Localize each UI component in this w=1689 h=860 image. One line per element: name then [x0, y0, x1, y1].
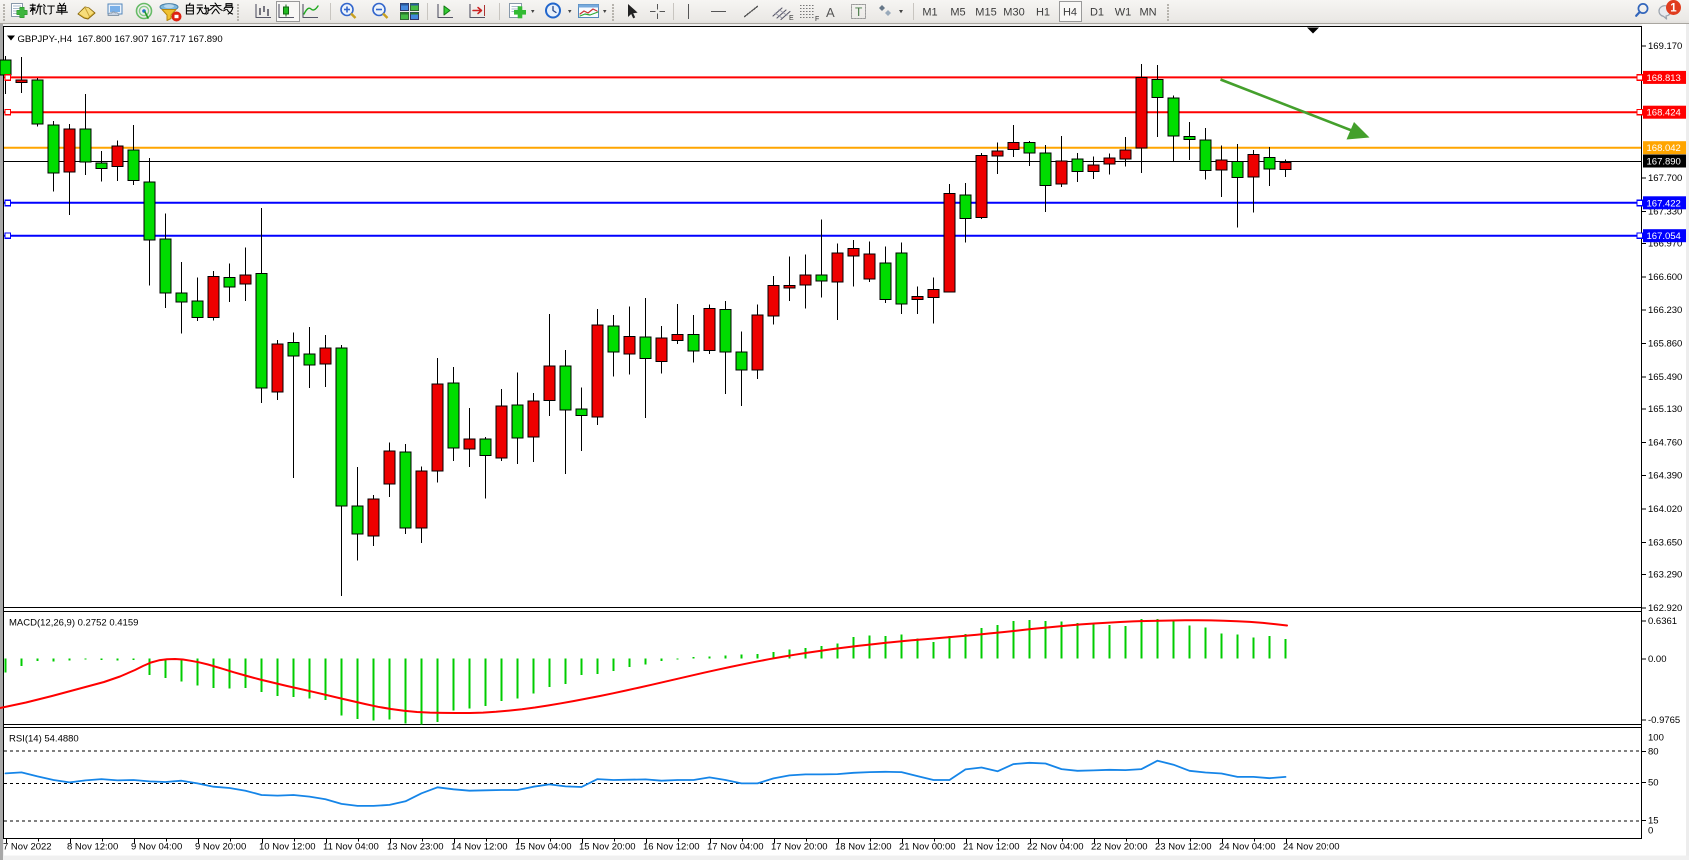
svg-text:8 Nov 12:00: 8 Nov 12:00 [67, 842, 118, 853]
svg-text:22 Nov 04:00: 22 Nov 04:00 [1027, 842, 1084, 853]
svg-text:21 Nov 00:00: 21 Nov 00:00 [899, 842, 956, 853]
svg-text:167.890: 167.890 [1647, 157, 1681, 168]
svg-text:M15: M15 [975, 7, 996, 19]
svg-text:15: 15 [1648, 816, 1659, 827]
svg-text:24 Nov 20:00: 24 Nov 20:00 [1283, 842, 1340, 853]
svg-text:E: E [789, 15, 794, 22]
svg-text:9 Nov 20:00: 9 Nov 20:00 [195, 842, 246, 853]
svg-text:15 Nov 04:00: 15 Nov 04:00 [515, 842, 572, 853]
svg-text:GBPJPY-,H4 167.800 167.907 16: GBPJPY-,H4 167.800 167.907 167.717 167.8… [18, 34, 223, 45]
svg-text:168.042: 168.042 [1647, 143, 1681, 154]
svg-text:167.422: 167.422 [1647, 198, 1681, 209]
svg-text:MN: MN [1139, 7, 1156, 19]
svg-text:7 Nov 2022: 7 Nov 2022 [3, 842, 52, 853]
svg-text:24 Nov 04:00: 24 Nov 04:00 [1219, 842, 1276, 853]
svg-text:T: T [855, 5, 863, 19]
svg-text:15 Nov 20:00: 15 Nov 20:00 [579, 842, 636, 853]
svg-text:MACD(12,26,9) 0.2752 0.4159: MACD(12,26,9) 0.2752 0.4159 [9, 618, 138, 629]
svg-text:A: A [826, 5, 835, 20]
svg-text:M30: M30 [1003, 7, 1024, 19]
svg-text:169.170: 169.170 [1648, 41, 1682, 52]
svg-text:163.650: 163.650 [1648, 537, 1682, 548]
svg-text:0.6361: 0.6361 [1648, 616, 1677, 627]
svg-text:1: 1 [1670, 3, 1677, 15]
svg-text:0: 0 [1648, 826, 1653, 837]
svg-text:168.813: 168.813 [1647, 73, 1681, 84]
svg-text:M1: M1 [922, 7, 937, 19]
svg-text:166.600: 166.600 [1648, 272, 1682, 283]
svg-text:14 Nov 12:00: 14 Nov 12:00 [451, 842, 508, 853]
svg-text:0.00: 0.00 [1648, 654, 1667, 665]
svg-text:18 Nov 12:00: 18 Nov 12:00 [835, 842, 892, 853]
svg-text:80: 80 [1648, 747, 1659, 758]
svg-text:165.860: 165.860 [1648, 339, 1682, 350]
svg-text:50: 50 [1648, 778, 1659, 789]
svg-text:22 Nov 20:00: 22 Nov 20:00 [1091, 842, 1148, 853]
svg-text:162.920: 162.920 [1648, 603, 1682, 614]
svg-text:9 Nov 04:00: 9 Nov 04:00 [131, 842, 182, 853]
svg-text:168.424: 168.424 [1647, 108, 1681, 119]
svg-text:100: 100 [1648, 733, 1664, 744]
svg-text:166.970: 166.970 [1648, 239, 1682, 250]
svg-text:164.760: 164.760 [1648, 437, 1682, 448]
svg-text:165.490: 165.490 [1648, 372, 1682, 383]
svg-text:167.054: 167.054 [1647, 231, 1681, 242]
svg-text:10 Nov 12:00: 10 Nov 12:00 [259, 842, 316, 853]
svg-text:165.130: 165.130 [1648, 404, 1682, 415]
svg-text:23 Nov 12:00: 23 Nov 12:00 [1155, 842, 1212, 853]
svg-text:13 Nov 23:00: 13 Nov 23:00 [387, 842, 444, 853]
svg-text:11 Nov 04:00: 11 Nov 04:00 [323, 842, 379, 853]
svg-text:17 Nov 04:00: 17 Nov 04:00 [707, 842, 764, 853]
svg-text:167.330: 167.330 [1648, 206, 1682, 217]
svg-text:W1: W1 [1115, 7, 1132, 19]
svg-text:17 Nov 20:00: 17 Nov 20:00 [771, 842, 828, 853]
svg-text:M5: M5 [950, 7, 965, 19]
svg-text:167.700: 167.700 [1648, 173, 1682, 184]
svg-text:D1: D1 [1090, 7, 1104, 19]
svg-text:F: F [815, 16, 819, 23]
svg-text:-0.9765: -0.9765 [1648, 715, 1680, 726]
svg-text:H4: H4 [1063, 7, 1077, 19]
svg-text:164.020: 164.020 [1648, 504, 1682, 515]
svg-text:RSI(14) 54.4880: RSI(14) 54.4880 [9, 734, 79, 745]
svg-text:16 Nov 12:00: 16 Nov 12:00 [643, 842, 700, 853]
svg-text:166.230: 166.230 [1648, 305, 1682, 316]
svg-text:163.290: 163.290 [1648, 570, 1682, 581]
svg-text:H1: H1 [1036, 7, 1050, 19]
svg-text:21 Nov 12:00: 21 Nov 12:00 [963, 842, 1020, 853]
svg-text:164.390: 164.390 [1648, 471, 1682, 482]
